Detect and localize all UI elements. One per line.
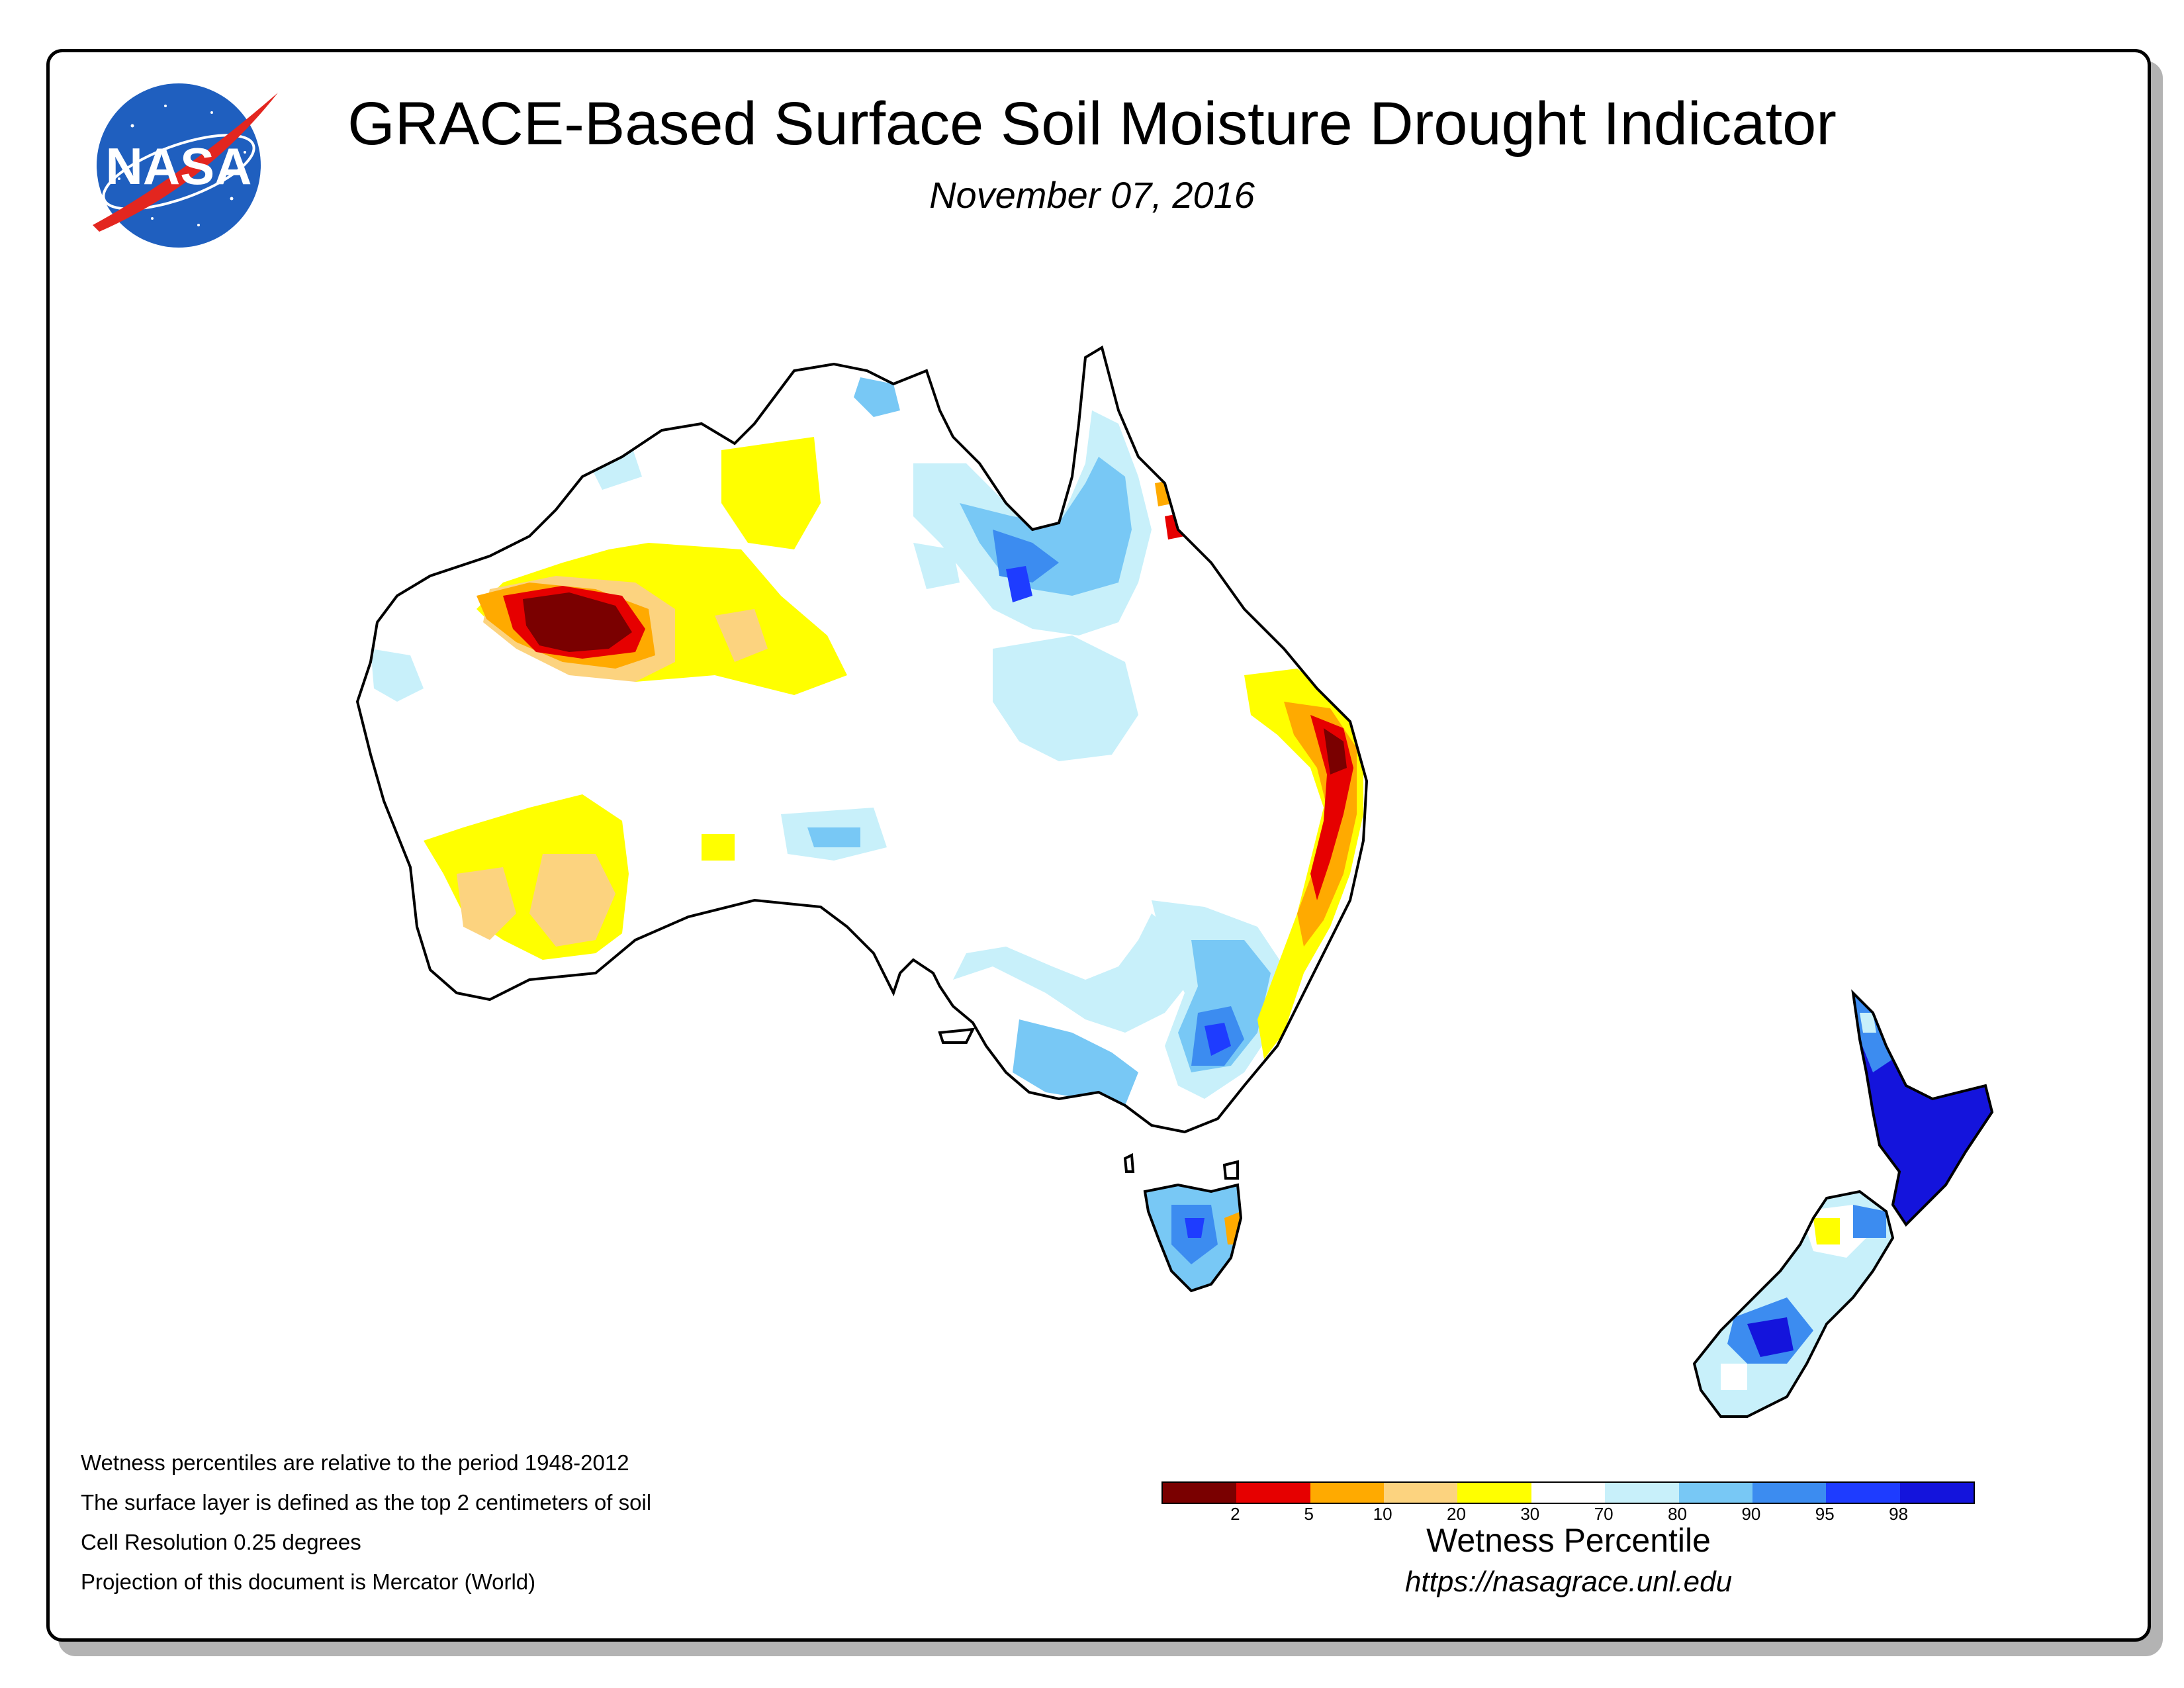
legend-tick-label: 90 — [1741, 1504, 1761, 1524]
map-notes: Wetness percentiles are relative to the … — [81, 1450, 651, 1609]
coastlines — [355, 345, 1994, 1418]
note-resolution: Cell Resolution 0.25 degrees — [81, 1530, 361, 1554]
legend-swatch — [1384, 1483, 1458, 1503]
page-title: GRACE-Based Surface Soil Moisture Drough… — [347, 90, 1837, 158]
source-url[interactable]: https://nasagrace.unl.edu — [1404, 1566, 1733, 1598]
australia-patches — [357, 351, 1367, 1132]
note-projection: Projection of this document is Mercator … — [81, 1570, 536, 1594]
legend-tick-label: 2 — [1230, 1504, 1240, 1524]
tasmania-patches — [1145, 1185, 1241, 1291]
legend-swatch — [1752, 1483, 1827, 1503]
legend-tick-label: 5 — [1304, 1504, 1314, 1524]
legend-color-bar — [1161, 1481, 1975, 1504]
legend-swatch — [1163, 1483, 1237, 1503]
legend-swatch — [1236, 1483, 1310, 1503]
legend-tick-label: 30 — [1520, 1504, 1540, 1524]
legend-swatch — [1826, 1483, 1900, 1503]
nasa-logo-text: NASA — [105, 137, 251, 195]
map-date: November 07, 2016 — [929, 174, 1255, 216]
legend-tick-label: 10 — [1373, 1504, 1392, 1524]
legend-ticks: 2 5 10 20 30 70 80 90 95 98 — [1161, 1504, 1975, 1528]
legend-tick-label: 70 — [1594, 1504, 1614, 1524]
nz-north-patches — [1853, 993, 1992, 1225]
legend-swatch — [1899, 1483, 1974, 1503]
legend-swatch — [1531, 1483, 1606, 1503]
legend-swatch — [1310, 1483, 1385, 1503]
note-period: Wetness percentiles are relative to the … — [81, 1450, 629, 1475]
legend-tick-label: 20 — [1446, 1504, 1466, 1524]
legend-swatch — [1605, 1483, 1679, 1503]
legend-title: Wetness Percentile — [1426, 1522, 1711, 1559]
legend-tick-label: 80 — [1668, 1504, 1687, 1524]
legend-tick-label: 95 — [1815, 1504, 1835, 1524]
legend-tick-label: 98 — [1889, 1504, 1909, 1524]
note-surface-layer: The surface layer is defined as the top … — [81, 1490, 652, 1515]
legend-swatch — [1457, 1483, 1531, 1503]
nasa-logo: NASA — [93, 83, 278, 248]
legend-swatch — [1678, 1483, 1752, 1503]
